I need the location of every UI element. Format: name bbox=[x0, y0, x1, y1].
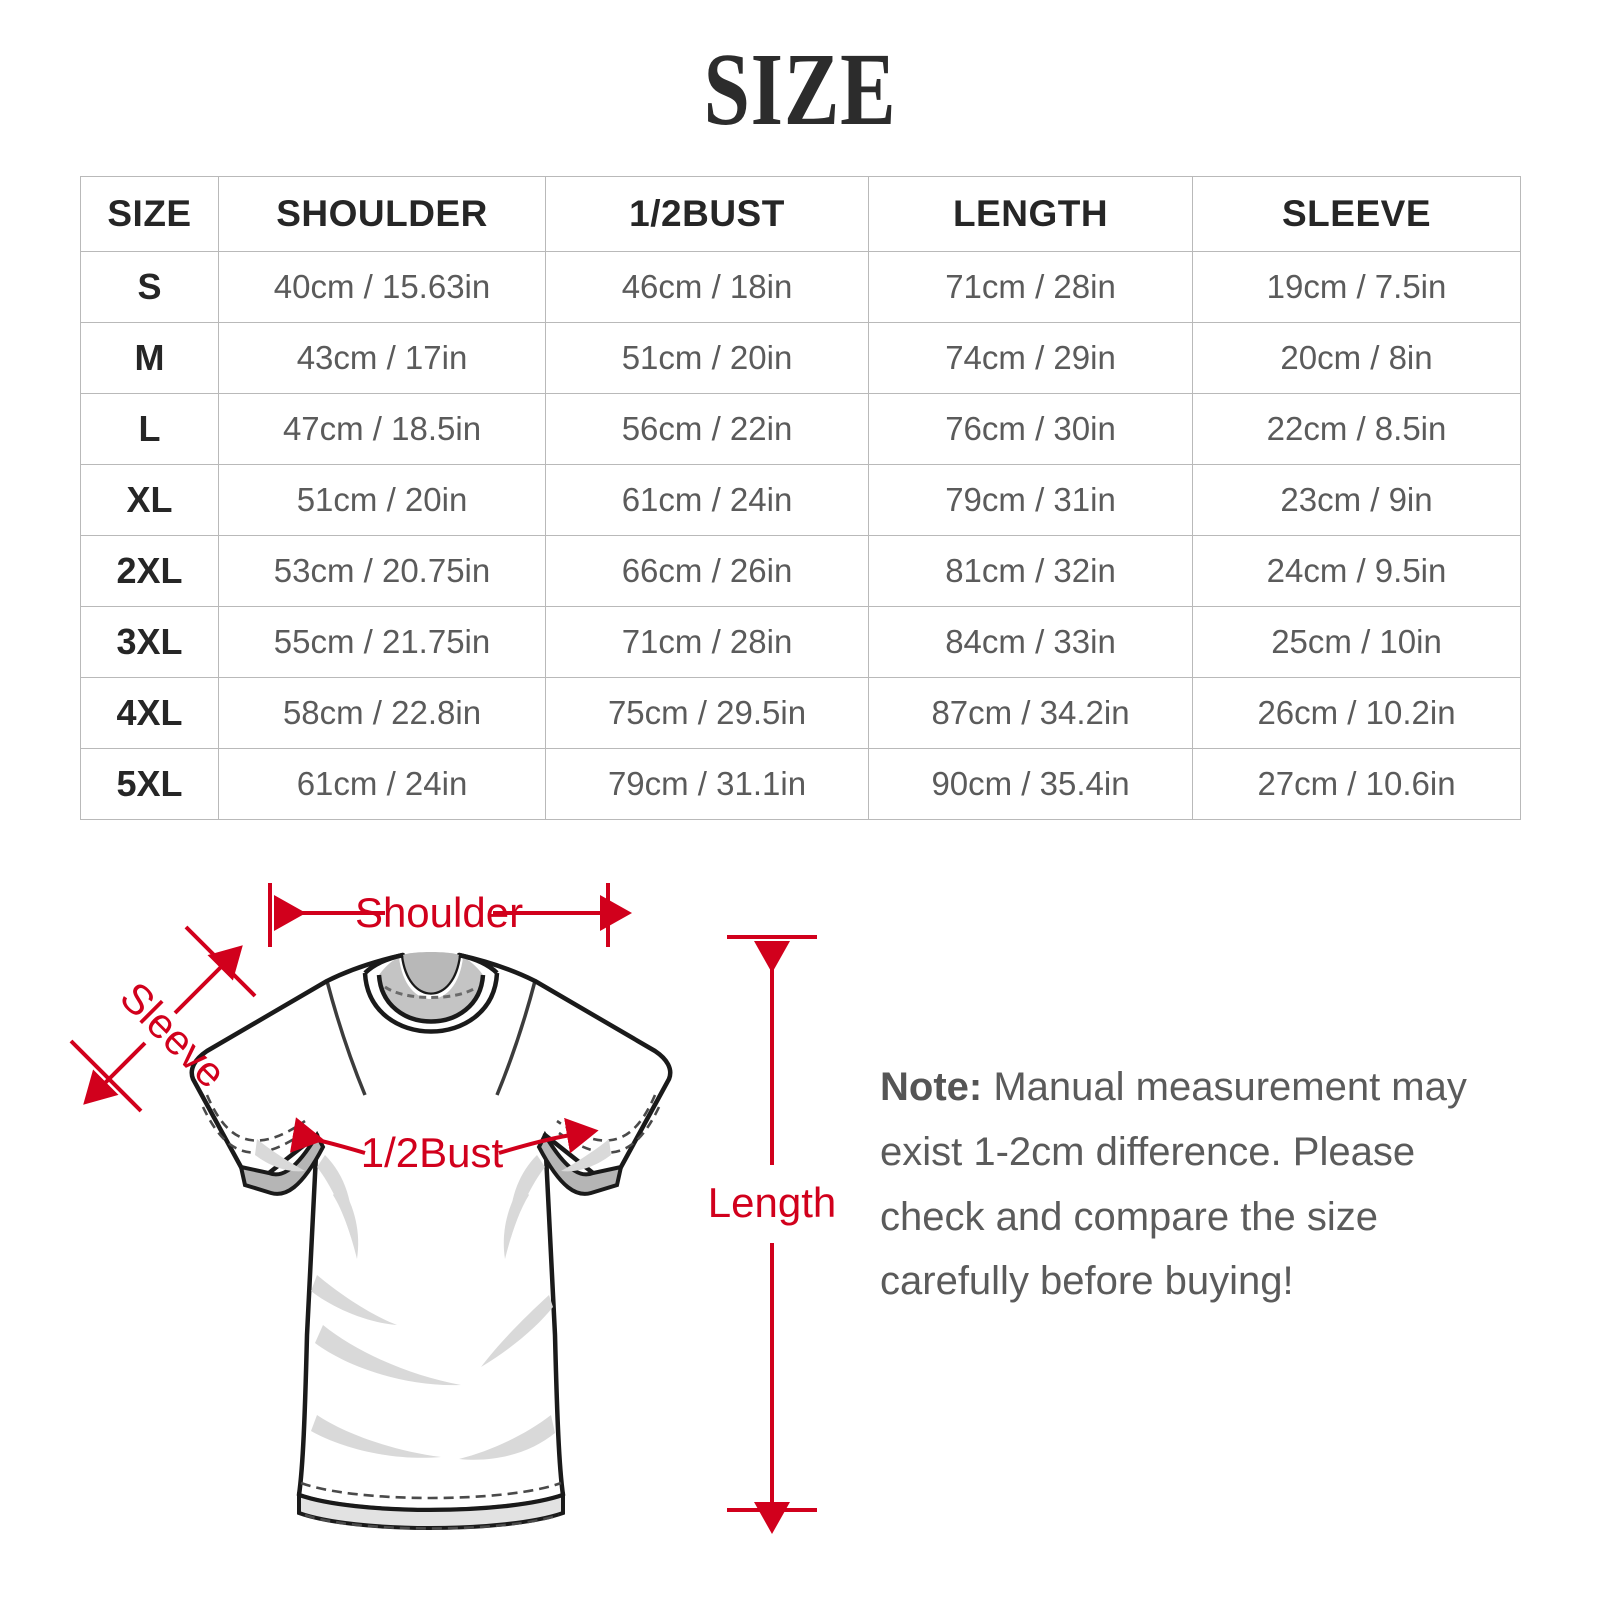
cell-size: 2XL bbox=[80, 535, 219, 607]
cell-sleeve: 26cm / 10.2in bbox=[1192, 677, 1521, 749]
tshirt-body-outline bbox=[189, 952, 673, 1513]
tshirt-illustration bbox=[189, 952, 673, 1530]
cell-size: XL bbox=[80, 464, 219, 536]
cell-length: 90cm / 35.4in bbox=[868, 748, 1193, 820]
table-row: M 43cm / 17in 51cm / 20in 74cm / 29in 20… bbox=[80, 322, 1521, 394]
cell-sleeve: 19cm / 7.5in bbox=[1192, 251, 1521, 323]
cell-size: L bbox=[80, 393, 219, 465]
cell-length: 76cm / 30in bbox=[868, 393, 1193, 465]
collar-stitch bbox=[384, 985, 478, 999]
note-label: Note: bbox=[880, 1065, 983, 1109]
cell-length: 81cm / 32in bbox=[868, 535, 1193, 607]
cell-bust: 75cm / 29.5in bbox=[545, 677, 869, 749]
table-row: S 40cm / 15.63in 46cm / 18in 71cm / 28in… bbox=[80, 251, 1521, 323]
measurement-note: Note: Manual measurement may exist 1-2cm… bbox=[880, 1055, 1500, 1314]
shoulder-label: Shoulder bbox=[355, 889, 523, 936]
shoulder-seam-right bbox=[495, 980, 537, 1096]
cell-length: 79cm / 31in bbox=[868, 464, 1193, 536]
bust-label: 1/2Bust bbox=[361, 1129, 504, 1176]
sleeve-cuff-left-stitch2 bbox=[201, 1106, 304, 1154]
sleeve-arrow-upper bbox=[173, 945, 243, 1015]
sleeve-tick-upper bbox=[184, 925, 257, 998]
size-chart-table: SIZE SHOULDER 1/2BUST LENGTH SLEEVE S 40… bbox=[80, 176, 1521, 820]
cell-bust: 79cm / 31.1in bbox=[545, 748, 869, 820]
column-header-bust: 1/2BUST bbox=[545, 176, 869, 252]
column-header-shoulder: SHOULDER bbox=[218, 176, 546, 252]
collar-neckline-outer bbox=[363, 952, 499, 975]
cell-shoulder: 51cm / 20in bbox=[218, 464, 546, 536]
cell-bust: 71cm / 28in bbox=[545, 606, 869, 678]
bottom-hem-fill bbox=[297, 1492, 565, 1530]
table-row: 4XL 58cm / 22.8in 75cm / 29.5in 87cm / 3… bbox=[80, 677, 1521, 749]
collar-outer-edge bbox=[376, 974, 486, 1024]
sleeve-cuff-right-stitch bbox=[556, 1094, 657, 1142]
cell-bust: 56cm / 22in bbox=[545, 393, 869, 465]
column-header-length: LENGTH bbox=[868, 176, 1193, 252]
table-row: 2XL 53cm / 20.75in 66cm / 26in 81cm / 32… bbox=[80, 535, 1521, 607]
cell-bust: 66cm / 26in bbox=[545, 535, 869, 607]
collar-neckline bbox=[362, 972, 500, 1034]
cell-sleeve: 23cm / 9in bbox=[1192, 464, 1521, 536]
cell-sleeve: 25cm / 10in bbox=[1192, 606, 1521, 678]
cell-size: 5XL bbox=[80, 748, 219, 820]
page-title: SIZE bbox=[703, 32, 897, 147]
cell-bust: 61cm / 24in bbox=[545, 464, 869, 536]
cell-sleeve: 24cm / 9.5in bbox=[1192, 535, 1521, 607]
table-row: L 47cm / 18.5in 56cm / 22in 76cm / 30in … bbox=[80, 393, 1521, 465]
bust-arrow-left bbox=[290, 1117, 366, 1155]
shoulder-measurement-annotation: Shoulder bbox=[268, 883, 632, 947]
cell-bust: 51cm / 20in bbox=[545, 322, 869, 394]
cell-sleeve: 22cm / 8.5in bbox=[1192, 393, 1521, 465]
sleeve-label: Sleeve bbox=[111, 973, 235, 1097]
sleeve-tick-lower bbox=[69, 1039, 143, 1113]
cell-size: 4XL bbox=[80, 677, 219, 749]
fabric-wrinkles bbox=[255, 1139, 611, 1460]
cell-length: 84cm / 33in bbox=[868, 606, 1193, 678]
table-row: 3XL 55cm / 21.75in 71cm / 28in 84cm / 33… bbox=[80, 606, 1521, 678]
note-text: Manual measurement may exist 1-2cm diffe… bbox=[880, 1065, 1467, 1304]
cell-length: 74cm / 29in bbox=[868, 322, 1193, 394]
cell-size: S bbox=[80, 251, 219, 323]
cell-shoulder: 47cm / 18.5in bbox=[218, 393, 546, 465]
cell-length: 71cm / 28in bbox=[868, 251, 1193, 323]
cell-length: 87cm / 34.2in bbox=[868, 677, 1193, 749]
cell-shoulder: 55cm / 21.75in bbox=[218, 606, 546, 678]
bottom-hem-stitch-lower bbox=[304, 1513, 560, 1530]
cell-shoulder: 40cm / 15.63in bbox=[218, 251, 546, 323]
sleeve-cuff-right-fill bbox=[536, 1130, 624, 1196]
table-header-row: SIZE SHOULDER 1/2BUST LENGTH SLEEVE bbox=[80, 176, 1521, 252]
cell-shoulder: 43cm / 17in bbox=[218, 322, 546, 394]
cell-shoulder: 61cm / 24in bbox=[218, 748, 546, 820]
sleeve-cuff-left-stitch bbox=[205, 1094, 306, 1142]
bottom-hem-stitch-upper bbox=[300, 1481, 562, 1500]
table-row: 5XL 61cm / 24in 79cm / 31.1in 90cm / 35.… bbox=[80, 748, 1521, 820]
length-measurement-annotation: Length bbox=[708, 935, 836, 1534]
cell-shoulder: 58cm / 22.8in bbox=[218, 677, 546, 749]
shoulder-seam-left bbox=[325, 980, 367, 1096]
cell-size: 3XL bbox=[80, 606, 219, 678]
table-row: XL 51cm / 20in 61cm / 24in 79cm / 31in 2… bbox=[80, 464, 1521, 536]
column-header-size: SIZE bbox=[80, 176, 219, 252]
cell-shoulder: 53cm / 20.75in bbox=[218, 535, 546, 607]
collar-gray-fill bbox=[379, 957, 483, 1022]
cell-sleeve: 27cm / 10.6in bbox=[1192, 748, 1521, 820]
cell-sleeve: 20cm / 8in bbox=[1192, 322, 1521, 394]
bust-measurement-annotation: 1/2Bust bbox=[290, 1117, 599, 1176]
sleeve-arrow-lower bbox=[83, 1041, 147, 1105]
collar-inner bbox=[403, 952, 459, 993]
bust-arrow-right bbox=[498, 1117, 599, 1155]
cell-size: M bbox=[80, 322, 219, 394]
column-header-sleeve: SLEEVE bbox=[1192, 176, 1521, 252]
tshirt-measurement-diagram: Shoulder Sleeve 1/2Bust Length bbox=[55, 855, 895, 1555]
cell-bust: 46cm / 18in bbox=[545, 251, 869, 323]
length-label: Length bbox=[708, 1179, 836, 1226]
